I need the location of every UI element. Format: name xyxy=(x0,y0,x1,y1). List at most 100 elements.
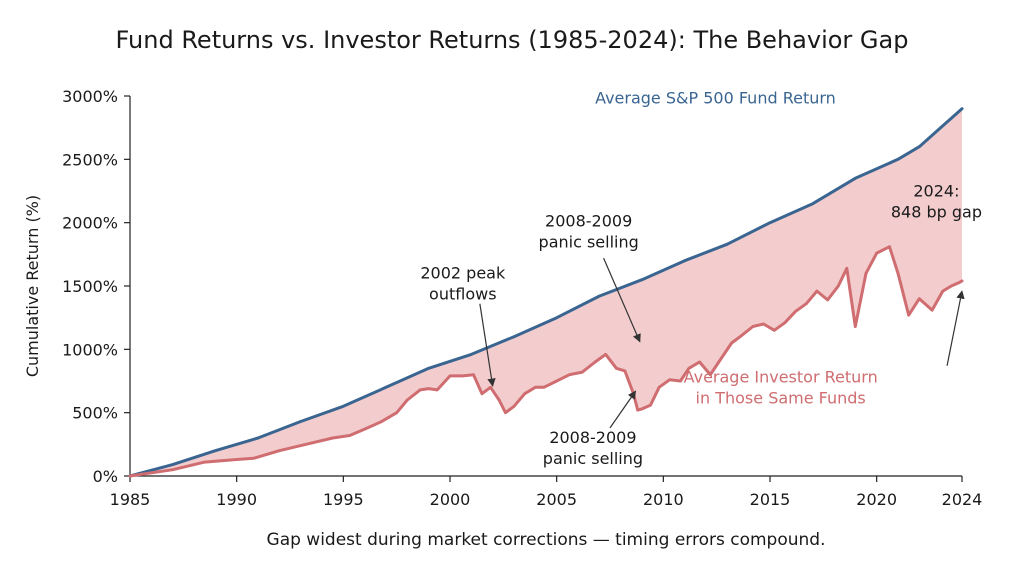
y-tick-label-2000: 2000% xyxy=(62,214,118,233)
investor-return-point xyxy=(568,373,571,377)
investor-return-point xyxy=(348,434,352,437)
investor-return-point xyxy=(958,280,962,284)
outflows-2002-label-line-1: outflows xyxy=(429,284,497,303)
x-tick-label-1995: 1995 xyxy=(323,490,364,509)
investor-series-label: Average Investor Return in Those Same Fun… xyxy=(684,367,878,407)
investor-return-point xyxy=(461,374,465,378)
investor-return-point xyxy=(523,392,526,396)
investor-return-point xyxy=(854,325,857,328)
investor-return-point xyxy=(762,322,765,326)
fund-return-point xyxy=(256,436,260,440)
gap-2024-label: 2024: 848 bp gap xyxy=(891,182,982,222)
y-axis-label: Cumulative Return (%) xyxy=(23,195,42,377)
investor-return-point xyxy=(497,398,501,402)
investor-return-point xyxy=(717,360,721,364)
y-tick-label-1500: 1500% xyxy=(62,277,118,296)
investor-return-point xyxy=(783,321,787,325)
investor-return-point xyxy=(278,449,281,453)
investor-return-point xyxy=(427,387,431,390)
investor-return-point xyxy=(171,468,174,472)
investor-series-label-line-1: in Those Same Funds xyxy=(696,388,866,407)
investor-return-point xyxy=(950,284,953,288)
investor-return-point xyxy=(864,272,868,275)
chart-title: Fund Returns vs. Investor Returns (1985-… xyxy=(116,26,909,54)
gap-2024-label-line-1: 848 bp gap xyxy=(891,203,982,222)
panic-2008-upper-label: 2008-2009 panic selling xyxy=(539,211,639,251)
investor-return-point xyxy=(845,267,849,270)
investor-return-point xyxy=(380,420,384,423)
panic-2008-upper-label-line-1: panic selling xyxy=(539,232,639,251)
investor-return-point xyxy=(542,386,546,389)
y-axis: 0% 500% 1000% 1500% 2000% 2500% 3000% xyxy=(62,87,131,486)
investor-return-point xyxy=(604,353,607,356)
investor-return-point xyxy=(504,411,507,415)
investor-return-point xyxy=(875,251,878,255)
fund-return-point xyxy=(811,202,814,205)
investor-return-point xyxy=(649,403,652,407)
investor-return-point xyxy=(512,405,516,408)
panic-2008-lower-label-line-1: panic selling xyxy=(543,449,643,468)
investor-return-point xyxy=(472,373,475,377)
investor-return-point xyxy=(235,458,238,461)
x-tick-label-1990: 1990 xyxy=(216,490,257,509)
fund-return-point xyxy=(171,463,174,466)
series-lines xyxy=(128,107,964,478)
fund-series-label-line-0: Average S&P 500 Fund Return xyxy=(595,88,836,107)
gap-2024-label-line-0: 2024: xyxy=(913,182,959,201)
fund-return-point xyxy=(768,221,772,224)
investor-return-point xyxy=(310,441,313,445)
investor-return-point xyxy=(815,289,819,293)
investor-return-point xyxy=(489,386,492,389)
x-axis: 1985 1990 1995 2000 2005 2010 2015 2020 2024 xyxy=(110,475,983,509)
fund-return-point xyxy=(384,386,388,389)
fund-return-point xyxy=(214,449,217,453)
investor-return-point xyxy=(615,367,618,370)
investor-return-point xyxy=(363,427,367,431)
fund-return-point xyxy=(470,353,473,356)
x-tick-label-2020: 2020 xyxy=(856,490,897,509)
chart-caption: Gap widest during market corrections — t… xyxy=(267,530,826,550)
behavior-gap-area xyxy=(130,108,962,476)
x-tick-label-2010: 2010 xyxy=(643,490,684,509)
fund-return-point xyxy=(854,177,857,180)
panic-2008-upper-label-arrow xyxy=(603,257,641,343)
fund-return-point xyxy=(683,259,686,263)
investor-return-point xyxy=(805,302,808,306)
x-tick-label-2000: 2000 xyxy=(430,490,471,509)
investor-return-point xyxy=(203,460,206,464)
y-tick-label-3000: 3000% xyxy=(62,87,118,106)
investor-return-point xyxy=(657,386,661,389)
panic-2008-upper-label-line-0: 2008-2009 xyxy=(545,211,632,230)
investor-return-point xyxy=(636,408,639,412)
fund-return-point xyxy=(960,107,964,110)
investor-return-point xyxy=(687,367,691,370)
panic-2008-lower-label: 2008-2009 panic selling xyxy=(543,428,643,468)
investor-return-point xyxy=(435,388,439,392)
panic-2008-lower-label-line-0: 2008-2009 xyxy=(549,428,636,447)
outflows-2002-label: 2002 peak outflows xyxy=(420,263,506,303)
investor-return-point xyxy=(896,272,900,275)
investor-return-point xyxy=(593,360,597,364)
investor-return-point xyxy=(480,392,484,396)
panic-2008-lower-label-arrow xyxy=(609,390,637,429)
investor-return-point xyxy=(395,411,399,415)
annotations: Average S&P 500 Fund Return Average Inves… xyxy=(420,88,982,468)
investor-return-point xyxy=(698,360,701,364)
investor-return-point xyxy=(555,379,558,383)
x-tick-label-2024: 2024 xyxy=(942,490,983,509)
y-tick-label-1000: 1000% xyxy=(62,340,118,359)
fund-return-point xyxy=(342,405,345,408)
investor-return-point xyxy=(960,279,964,283)
investor-return-point xyxy=(837,284,840,288)
investor-return-point xyxy=(418,388,422,392)
investor-return-point xyxy=(730,341,733,345)
investor-return-point xyxy=(709,373,712,377)
y-tick-label-500: 500% xyxy=(72,404,118,423)
investor-return-point xyxy=(128,474,132,478)
investor-return-point xyxy=(581,370,584,374)
investor-return-point xyxy=(826,298,829,302)
investor-return-point xyxy=(930,308,934,312)
investor-return-point xyxy=(738,335,742,339)
fund-return-line xyxy=(128,107,964,478)
investor-return-point xyxy=(331,436,335,440)
